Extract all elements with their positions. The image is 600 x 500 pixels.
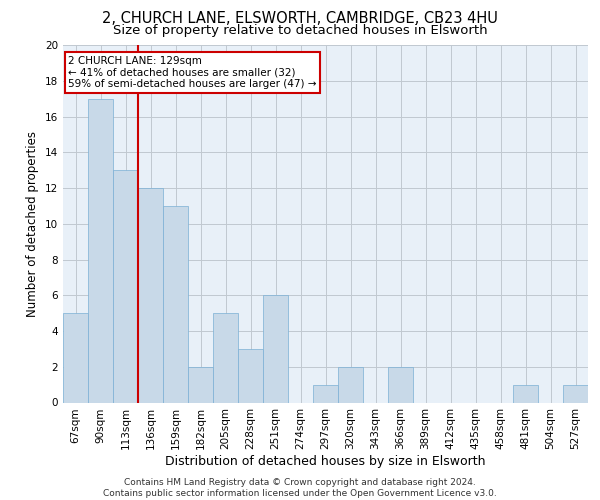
Bar: [88, 98, 113, 403]
Bar: [63, 313, 88, 402]
Text: 2, CHURCH LANE, ELSWORTH, CAMBRIDGE, CB23 4HU: 2, CHURCH LANE, ELSWORTH, CAMBRIDGE, CB2…: [102, 11, 498, 26]
Y-axis label: Number of detached properties: Number of detached properties: [26, 130, 40, 317]
Bar: [188, 367, 213, 402]
Bar: [388, 367, 413, 402]
Bar: [313, 384, 338, 402]
Bar: [563, 384, 588, 402]
Bar: [138, 188, 163, 402]
Bar: [113, 170, 138, 402]
X-axis label: Distribution of detached houses by size in Elsworth: Distribution of detached houses by size …: [165, 455, 486, 468]
Bar: [513, 384, 538, 402]
Text: Contains HM Land Registry data © Crown copyright and database right 2024.
Contai: Contains HM Land Registry data © Crown c…: [103, 478, 497, 498]
Bar: [338, 367, 363, 402]
Bar: [263, 295, 288, 403]
Bar: [238, 349, 263, 403]
Bar: [213, 313, 238, 402]
Text: 2 CHURCH LANE: 129sqm
← 41% of detached houses are smaller (32)
59% of semi-deta: 2 CHURCH LANE: 129sqm ← 41% of detached …: [68, 56, 317, 89]
Text: Size of property relative to detached houses in Elsworth: Size of property relative to detached ho…: [113, 24, 487, 37]
Bar: [163, 206, 188, 402]
